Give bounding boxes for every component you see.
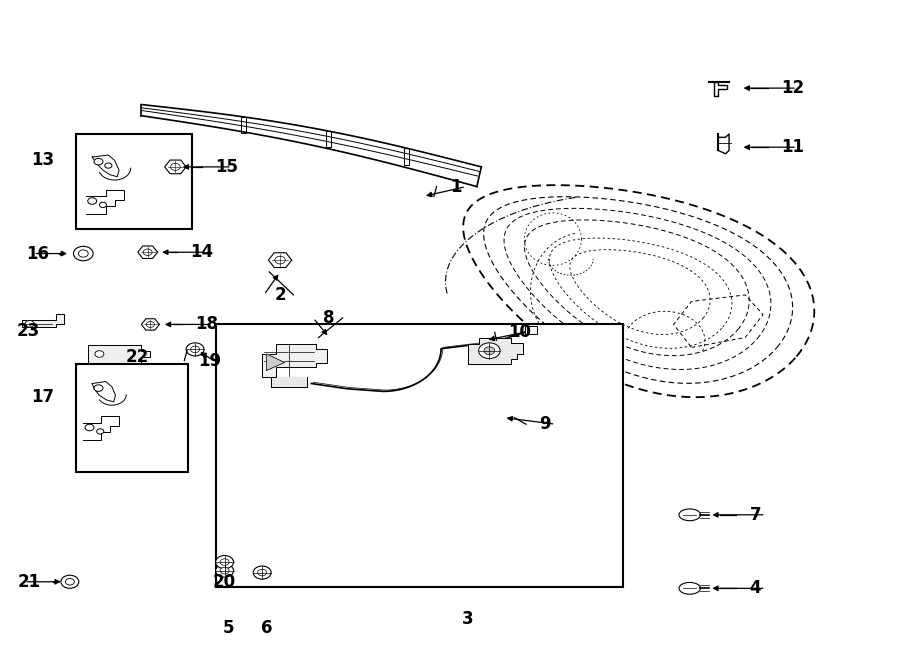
Circle shape: [484, 347, 495, 355]
Text: 17: 17: [32, 388, 55, 406]
Bar: [76, 134, 193, 229]
Text: 8: 8: [323, 309, 335, 327]
Polygon shape: [468, 338, 523, 364]
Polygon shape: [266, 354, 284, 370]
Circle shape: [147, 322, 155, 328]
Circle shape: [220, 567, 230, 574]
Text: 12: 12: [781, 79, 804, 97]
Text: 14: 14: [191, 243, 213, 261]
Bar: [525, 326, 536, 334]
Circle shape: [104, 163, 112, 168]
Circle shape: [186, 343, 204, 356]
Polygon shape: [141, 105, 482, 187]
Polygon shape: [22, 314, 64, 327]
Polygon shape: [262, 344, 327, 377]
Polygon shape: [87, 346, 150, 363]
Circle shape: [257, 569, 266, 576]
Circle shape: [94, 158, 103, 165]
Circle shape: [216, 564, 233, 577]
Circle shape: [216, 555, 233, 569]
Circle shape: [61, 575, 79, 589]
Text: 23: 23: [17, 322, 40, 340]
Text: 3: 3: [462, 610, 473, 628]
Circle shape: [25, 320, 34, 327]
Circle shape: [94, 385, 103, 391]
Polygon shape: [141, 318, 159, 330]
Circle shape: [479, 343, 500, 359]
Text: 19: 19: [198, 352, 220, 369]
Polygon shape: [138, 246, 157, 258]
Circle shape: [78, 250, 88, 257]
Text: 9: 9: [539, 415, 551, 433]
Circle shape: [99, 203, 106, 208]
Polygon shape: [271, 377, 307, 387]
Circle shape: [94, 351, 104, 357]
Text: 18: 18: [195, 315, 218, 334]
Text: 21: 21: [17, 573, 40, 591]
Text: 6: 6: [261, 619, 273, 637]
Polygon shape: [714, 81, 727, 96]
Circle shape: [171, 164, 180, 170]
Text: 22: 22: [125, 348, 148, 366]
Circle shape: [143, 249, 152, 256]
Text: 1: 1: [450, 177, 462, 195]
Circle shape: [191, 346, 200, 353]
Text: 7: 7: [750, 506, 761, 524]
Polygon shape: [718, 134, 729, 154]
Text: 4: 4: [750, 579, 761, 597]
Circle shape: [274, 256, 285, 264]
Polygon shape: [268, 253, 292, 267]
Circle shape: [253, 566, 271, 579]
Text: 5: 5: [222, 619, 234, 637]
Text: 16: 16: [26, 244, 50, 263]
Circle shape: [88, 198, 96, 205]
Text: 13: 13: [32, 152, 55, 169]
Text: 15: 15: [216, 158, 239, 176]
Bar: [216, 324, 623, 587]
Ellipse shape: [679, 509, 700, 521]
Text: 11: 11: [781, 138, 804, 156]
Ellipse shape: [679, 583, 700, 594]
Circle shape: [96, 429, 104, 434]
Polygon shape: [165, 160, 186, 173]
Circle shape: [86, 424, 94, 431]
Text: 20: 20: [213, 573, 236, 591]
Circle shape: [220, 559, 230, 565]
Text: 2: 2: [274, 286, 286, 304]
Circle shape: [66, 579, 75, 585]
Circle shape: [74, 246, 93, 261]
Bar: [76, 364, 188, 472]
Text: 10: 10: [508, 323, 531, 342]
